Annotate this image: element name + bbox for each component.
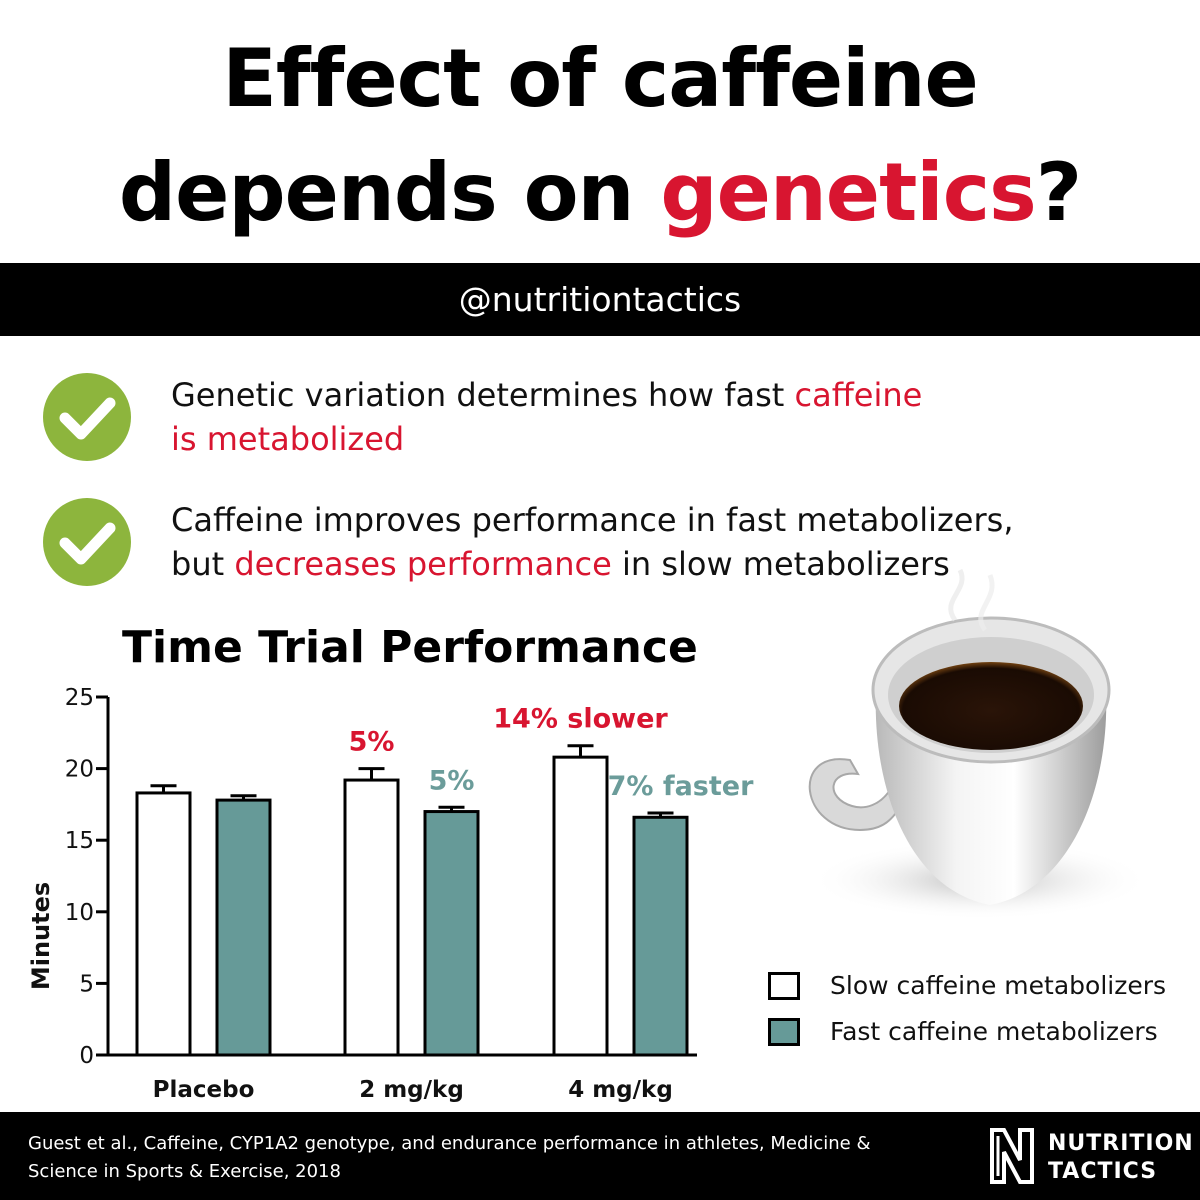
footer: Guest et al., Caffeine, CYP1A2 genotype,… [0,1112,1200,1200]
check-circle-icon [43,498,131,586]
headline: Effect of caffeine depends on genetics? [0,22,1200,250]
legend-label-slow: Slow caffeine metabolizers [830,971,1167,1000]
social-handle-bar: @nutritiontactics [0,263,1200,336]
legend-item-slow: Slow caffeine metabolizers [768,968,1188,1008]
key-point-2-line1: Caffeine improves performance in fast me… [171,501,1014,539]
key-point-2-line2-suffix: in slow metabolizers [611,545,950,583]
bar-fast-2 [632,815,689,1057]
data-label: 7% faster [608,771,754,802]
citation-line2: Science in Sports & Exercise, 2018 [28,1161,341,1182]
legend-item-fast: Fast caffeine metabolizers [768,1014,1188,1054]
headline-line1: Effect of caffeine [222,32,979,125]
legend-swatch-slow [768,972,800,1000]
brand-name: NUTRITION TACTICS [1048,1130,1194,1186]
data-label: 5% [429,765,475,796]
y-tick-label: 25 [65,685,94,711]
key-point-2: Caffeine improves performance in fast me… [43,498,1163,588]
x-tick-label: Placebo [153,1077,255,1103]
y-tick-label: 15 [65,828,94,854]
citation: Guest et al., Caffeine, CYP1A2 genotype,… [28,1130,928,1186]
y-axis-label: Minutes [27,882,55,990]
social-handle: @nutritiontactics [458,280,742,319]
x-tick-label: 4 mg/kg [568,1077,673,1103]
key-point-2-line2-prefix: but [171,545,235,583]
key-point-1-line1: Genetic variation determines how fast [171,376,795,414]
bar-slow-0 [135,791,192,1057]
key-point-1-highlight-b: is metabolized [171,420,405,458]
y-tick-label: 20 [65,757,94,783]
data-label: 14% slower [493,704,668,735]
headline-highlight: genetics [660,146,1036,239]
y-tick-label: 5 [79,971,94,997]
legend-swatch-fast [768,1018,800,1046]
bar-fast-1 [423,810,480,1057]
bar-slow-2 [552,755,609,1057]
coffee-cup-icon [808,568,1140,920]
key-point-1-text: Genetic variation determines how fast ca… [171,373,1161,461]
brand-name-line2: TACTICS [1048,1159,1158,1184]
headline-line2-suffix: ? [1035,146,1082,239]
key-point-2-highlight: decreases performance [234,545,612,583]
chart-title: Time Trial Performance [122,622,698,673]
data-label: 5% [349,727,395,758]
check-circle-icon [43,373,131,461]
y-tick-label: 10 [65,900,94,926]
key-point-1: Genetic variation determines how fast ca… [43,373,1163,463]
headline-line2: depends on genetics? [0,136,1200,250]
y-tick-label: 0 [79,1043,94,1069]
citation-line1: Guest et al., Caffeine, CYP1A2 genotype,… [28,1133,871,1154]
brand-logo: NUTRITION TACTICS [986,1126,1193,1190]
bar-slow-1 [343,778,400,1057]
x-tick-label: 2 mg/kg [359,1077,464,1103]
bar-chart: 0 5 10 15 20 25 Minutes Placebo 5% 5% 2 mg/kg 14% s… [27,685,754,1103]
key-point-1-highlight-a: caffeine [794,376,923,414]
nutrition-tactics-logo-icon [990,1128,1034,1184]
legend-label-fast: Fast caffeine metabolizers [830,1017,1158,1046]
brand-name-line1: NUTRITION [1048,1131,1194,1156]
headline-line2-prefix: depends on [118,146,661,239]
bar-fast-0 [215,798,272,1057]
key-point-2-text: Caffeine improves performance in fast me… [171,498,1161,586]
